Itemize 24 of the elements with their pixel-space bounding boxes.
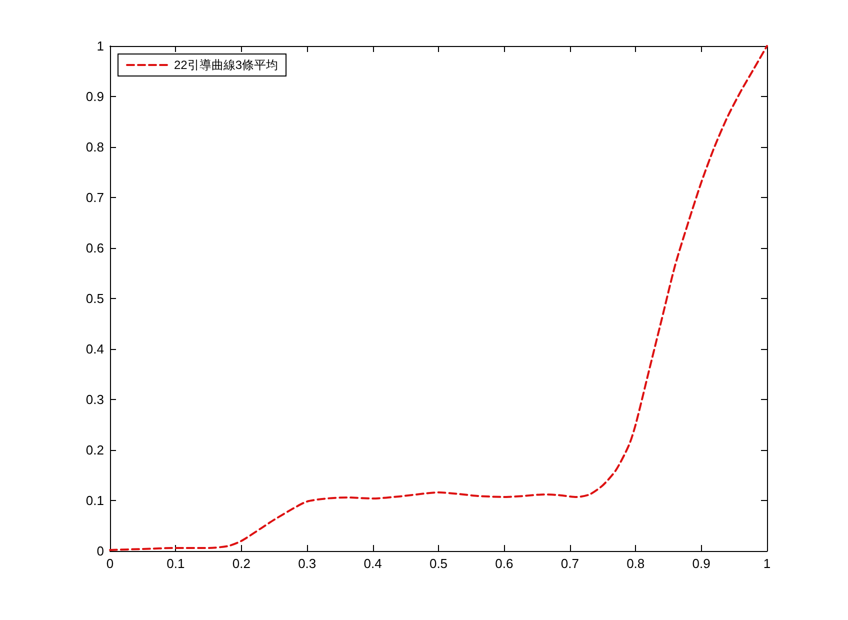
x-tick-label: 0.7 — [560, 556, 579, 571]
x-tick-label: 0.6 — [495, 556, 514, 571]
y-tick-label: 0.6 — [86, 240, 104, 256]
x-tick-label: 0 — [106, 556, 114, 571]
legend-label: 22引導曲線3條平均 — [174, 58, 278, 72]
y-tick-label: 0 — [96, 544, 104, 558]
line-series — [109, 45, 768, 551]
y-tick-label: 0.5 — [86, 291, 104, 306]
y-tick-label: 0.8 — [86, 140, 104, 154]
y-tick-label: 1 — [96, 38, 104, 54]
x-tick-label: 0.9 — [692, 556, 710, 571]
y-tick-label: 0.1 — [86, 493, 104, 508]
x-tick-label: 0.4 — [364, 556, 382, 571]
x-tick-label: 0.3 — [298, 556, 316, 571]
x-tick-label: 0.2 — [232, 556, 250, 571]
x-tick-label: 0.5 — [429, 556, 448, 571]
y-tick-label: 0.9 — [86, 89, 104, 104]
y-tick-label: 0.3 — [86, 392, 104, 407]
x-tick-label: 1 — [763, 556, 771, 571]
y-tick-label: 0.4 — [86, 342, 104, 356]
y-tick-label: 0.7 — [86, 190, 104, 205]
y-tick-label: 0.2 — [86, 442, 104, 458]
x-tick-label: 0.1 — [166, 556, 185, 571]
x-tick-label: 0.8 — [626, 556, 645, 571]
